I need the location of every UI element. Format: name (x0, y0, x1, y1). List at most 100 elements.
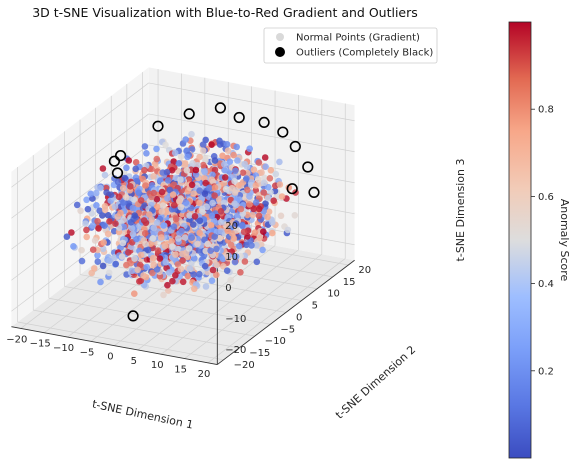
data-point (185, 245, 193, 252)
outlier-point (183, 108, 195, 120)
data-point (250, 166, 258, 173)
data-point (202, 179, 209, 187)
data-point (169, 191, 177, 198)
outlier-point (258, 116, 270, 128)
outlier-point (308, 186, 320, 198)
data-point (136, 261, 144, 269)
y-tick-label: 5 (312, 301, 318, 312)
y-tick-label: −15 (249, 348, 270, 359)
data-point (221, 199, 228, 207)
data-point (260, 189, 268, 196)
data-point (91, 265, 98, 272)
data-point (221, 166, 228, 174)
data-point (240, 228, 248, 236)
y-axis-line (217, 259, 355, 365)
data-point (163, 168, 171, 176)
data-point (231, 258, 239, 266)
data-point (168, 167, 176, 174)
data-point (253, 241, 260, 249)
data-point (95, 225, 102, 232)
data-point (250, 205, 257, 213)
data-point (154, 247, 162, 254)
data-point (211, 157, 219, 164)
grid-line (148, 113, 355, 153)
data-point (264, 213, 271, 221)
data-point (186, 216, 193, 224)
outlier-point (214, 102, 226, 114)
colorbar-ticks: 0.2 0.4 0.6 0.8 (531, 105, 554, 377)
data-point (159, 202, 167, 209)
data-point (221, 174, 229, 181)
y-tick-label: 20 (358, 265, 371, 276)
data-point (121, 174, 129, 182)
data-point (131, 212, 138, 219)
data-point (186, 212, 193, 219)
data-point (196, 217, 204, 224)
data-point (107, 191, 115, 198)
data-point (123, 261, 130, 269)
data-point (150, 189, 158, 197)
data-point (73, 201, 81, 209)
data-point (201, 190, 209, 197)
data-point (202, 283, 210, 290)
data-point (251, 229, 259, 236)
data-point (141, 230, 149, 237)
data-point (261, 154, 269, 161)
data-point (221, 161, 228, 168)
outlier-point (114, 150, 127, 162)
data-point (239, 222, 246, 229)
colorbar-tick-label: 0.2 (538, 366, 554, 377)
data-point (158, 188, 166, 196)
data-point (255, 159, 263, 166)
data-point (199, 141, 207, 148)
data-point (111, 203, 119, 210)
grid-line (11, 82, 149, 188)
x-tick-label: 15 (174, 365, 187, 376)
data-point (188, 181, 196, 189)
data-point (216, 234, 224, 242)
data-point (182, 136, 189, 143)
data-point (136, 278, 143, 285)
data-point (258, 169, 265, 176)
x-tick-label: 5 (131, 356, 137, 367)
data-point (209, 199, 216, 207)
data-point (201, 168, 208, 176)
data-point (104, 230, 112, 238)
data-point (239, 169, 247, 176)
colorbar-gradient (508, 21, 532, 459)
legend-outlier-label: Outliers (Completely Black) (296, 48, 433, 59)
data-point (260, 228, 267, 235)
x-tick-label: −20 (6, 334, 27, 345)
data-point (156, 255, 164, 262)
data-point (97, 278, 104, 286)
data-point (118, 253, 126, 260)
data-point (254, 176, 262, 183)
data-point (207, 247, 214, 254)
data-point (128, 225, 136, 232)
data-point (188, 234, 195, 241)
data-point (175, 160, 183, 167)
data-point (125, 157, 133, 164)
data-point (63, 233, 71, 240)
data-point (148, 216, 155, 223)
data-point (149, 235, 157, 242)
x-tick-label: 20 (198, 369, 211, 380)
data-point (188, 130, 195, 138)
y-tick-label: −10 (265, 336, 286, 347)
data-point (232, 220, 240, 227)
data-point (158, 234, 165, 241)
data-point (78, 246, 85, 254)
data-point (265, 208, 273, 215)
data-point (165, 287, 172, 294)
y-tick-label: −5 (280, 324, 295, 335)
data-point (166, 186, 174, 194)
data-point (153, 266, 161, 273)
data-point (131, 290, 138, 298)
data-point (236, 242, 243, 250)
data-point (162, 141, 169, 149)
data-point (209, 266, 217, 274)
colorbar-tick-label: 0.4 (538, 279, 554, 290)
data-point (217, 208, 225, 215)
data-point (209, 171, 216, 179)
